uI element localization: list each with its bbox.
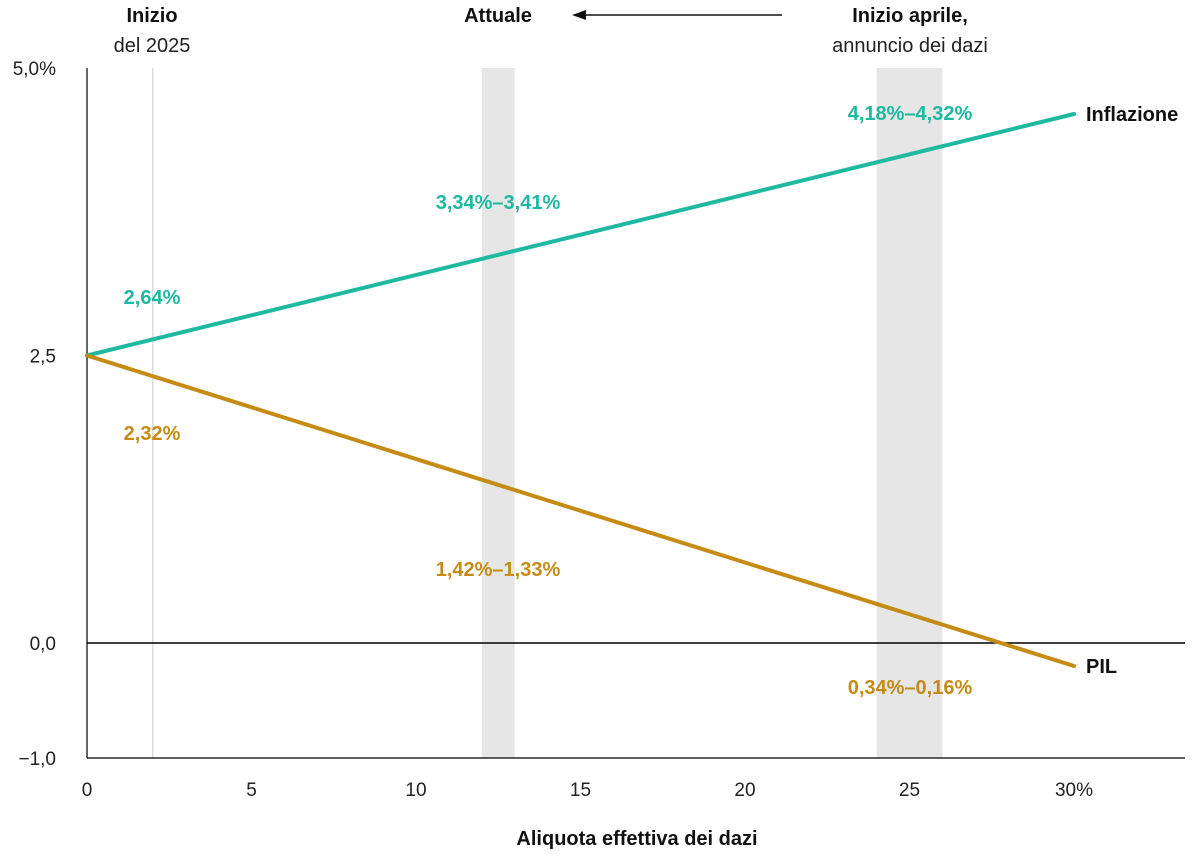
y-tick-label: 0,0 [30,634,56,655]
y-tick-label: −1,0 [18,749,56,770]
x-tick-label: 20 [734,780,755,801]
data-label: 2,32% [124,423,181,445]
data-label: 3,34%–3,41% [436,192,561,214]
series-label: Inflazione [1086,104,1178,126]
x-tick-label: 15 [570,780,591,801]
y-tick-label: 2,5 [30,347,56,368]
x-tick-label: 5 [246,780,257,801]
series-label: PIL [1086,656,1117,678]
y-tick-label: 5,0% [13,59,56,80]
data-label: 0,34%–0,16% [848,677,973,699]
header-start-title: Inizio [126,5,177,27]
arrow-left-icon [572,10,782,20]
data-label: 4,18%–4,32% [848,103,973,125]
data-annotations: 2,64% 3,34%–3,41% 4,18%–4,32% 2,32% 1,42%–1,… [124,103,973,699]
shaded-bands [481,68,943,758]
shaded-band-1 [876,68,943,758]
series-line-inflazione [85,112,1076,358]
x-tick-labels: 0 5 10 15 20 25 30% [82,780,1093,801]
header-april-title: Inizio aprile, [852,5,968,27]
series-line-pil [85,353,1076,668]
x-tick-label: 0 [82,780,93,801]
x-axis-label: Aliquota effettiva dei dazi [516,828,757,850]
header-start-subtitle: del 2025 [114,35,191,57]
x-tick-label: 25 [899,780,920,801]
data-label: 2,64% [124,287,181,309]
y-tick-labels: −1,0 0,0 2,5 5,0% [13,59,56,770]
axes [86,68,1185,759]
header-april-subtitle: annuncio dei dazi [832,35,988,57]
x-tick-label: 10 [405,780,426,801]
series-lines: Inflazione PIL [85,104,1178,678]
x-tick-label: 30% [1055,780,1093,801]
shaded-band-0 [481,68,515,758]
header-current-title: Attuale [464,5,532,27]
data-label: 1,42%–1,33% [436,559,561,581]
